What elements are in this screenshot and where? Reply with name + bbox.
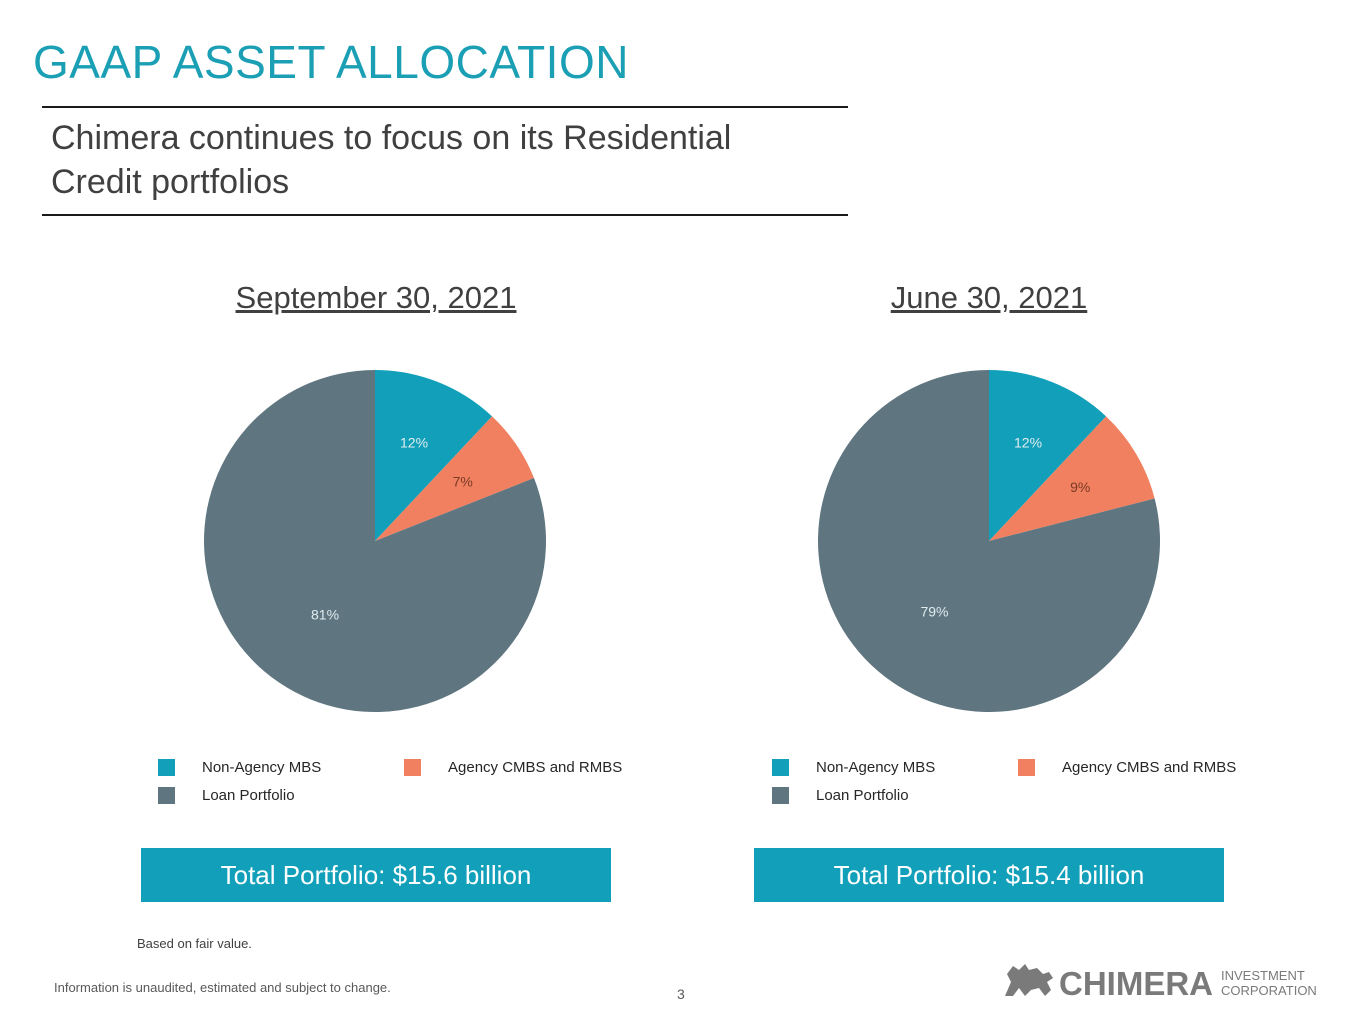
data-label-non-agency-mbs: 12% [400, 434, 428, 450]
data-label-loan-portfolio: 79% [920, 603, 948, 619]
page-title: GAAP ASSET ALLOCATION [33, 36, 629, 88]
legend-item-non-agency-jun: Non-Agency MBS [772, 759, 935, 776]
title-divider-bottom [42, 214, 848, 216]
legend-swatch-agency [1018, 759, 1035, 776]
data-label-agency-cmbs-rmbs: 9% [1070, 479, 1090, 495]
logo-wordmark: CHIMERA [1059, 965, 1213, 1000]
legend-swatch-loan [158, 787, 175, 804]
total-portfolio-sep: Total Portfolio: $15.6 billion [141, 848, 611, 902]
chimera-logo-icon [1005, 964, 1053, 996]
chart-title-sep: September 30, 2021 [235, 280, 517, 315]
legend-item-agency-jun: Agency CMBS and RMBS [1018, 759, 1236, 776]
total-portfolio-jun: Total Portfolio: $15.4 billion [754, 848, 1224, 902]
page-subtitle: Chimera continues to focus on its Reside… [51, 119, 732, 201]
legend-item-agency-sep: Agency CMBS and RMBS [404, 759, 622, 776]
legend-swatch-non-agency [158, 759, 175, 776]
legend-label: Non-Agency MBS [202, 759, 322, 776]
legend-label: Agency CMBS and RMBS [448, 759, 623, 776]
slice-agency-cmbs-rmbs [989, 416, 1155, 541]
legend-label: Loan Portfolio [816, 787, 909, 804]
data-label-loan-portfolio: 81% [311, 607, 339, 623]
disclaimer: Information is unaudited, estimated and … [54, 980, 391, 995]
legend-swatch-loan [772, 787, 789, 804]
slice-agency-cmbs-rmbs [375, 416, 534, 541]
slice-loan-portfolio [818, 370, 1160, 712]
logo-tagline-1: INVESTMENT [1221, 968, 1305, 983]
data-label-non-agency-mbs: 12% [1014, 434, 1042, 450]
legend-label: Agency CMBS and RMBS [1062, 759, 1237, 776]
pie-chart-sep: 12% 7% 81% [204, 370, 547, 712]
legend-swatch-non-agency [772, 759, 789, 776]
legend-item-loan-jun: Loan Portfolio [772, 787, 909, 804]
chart-title-jun: June 30, 2021 [890, 280, 1088, 315]
title-divider-top [42, 106, 848, 108]
legend-swatch-agency [404, 759, 421, 776]
legend-label: Non-Agency MBS [816, 759, 936, 776]
chimera-logo: CHIMERA INVESTMENT CORPORATION [1005, 964, 1317, 1000]
data-label-agency-cmbs-rmbs: 7% [453, 473, 473, 489]
logo-tagline-2: CORPORATION [1221, 983, 1317, 998]
page-number: 3 [677, 986, 685, 1002]
legend-item-loan-sep: Loan Portfolio [158, 787, 295, 804]
slice-loan-portfolio [204, 370, 547, 712]
slice-non-agency-mbs [989, 370, 1107, 541]
footnote: Based on fair value. [137, 936, 252, 951]
pie-chart-jun: 12% 9% 79% [818, 370, 1160, 712]
legend-item-non-agency-sep: Non-Agency MBS [158, 759, 321, 776]
legend-label: Loan Portfolio [202, 787, 295, 804]
slice-non-agency-mbs [375, 370, 493, 541]
